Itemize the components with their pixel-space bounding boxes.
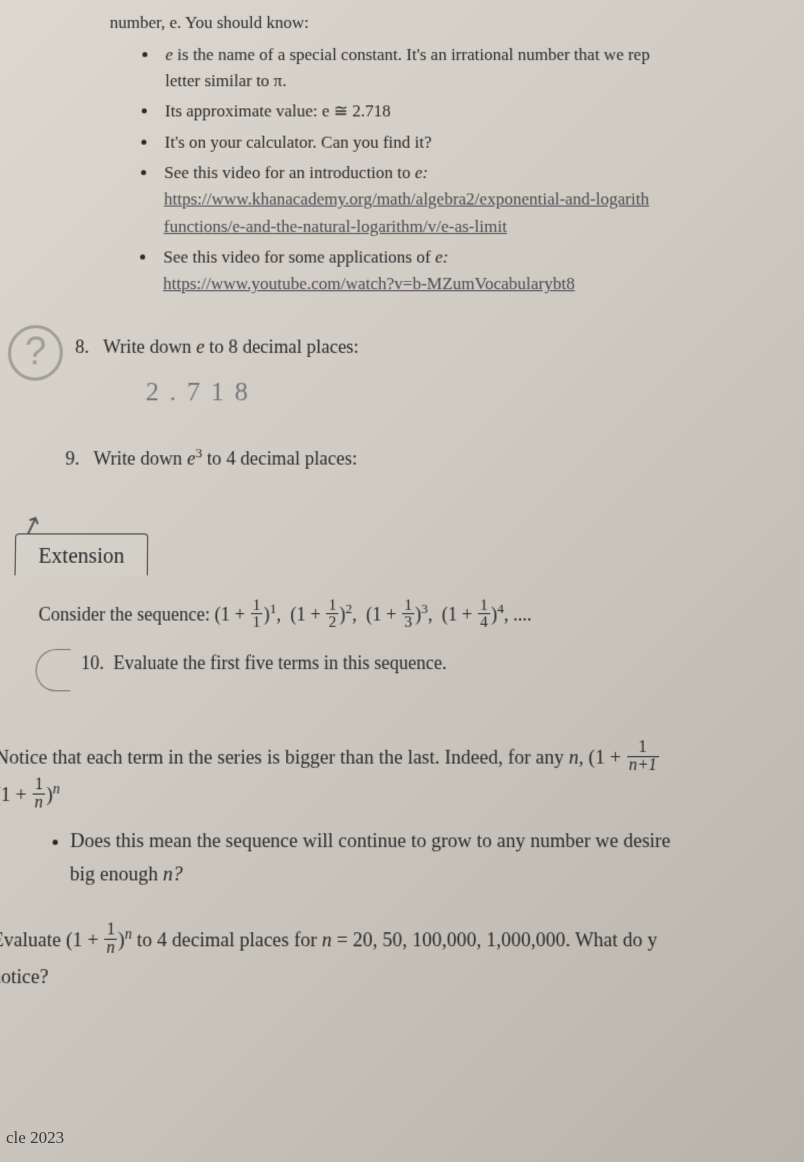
notice-paragraph: Notice that each term in the series is b…: [0, 740, 804, 891]
extension-section: ↗ Extension Consider the sequence: (1 + …: [13, 533, 804, 692]
question-9: 9. Write down e3 to 4 decimal places:: [65, 449, 804, 471]
intro-text: number, e. You should know: e is the nam…: [106, 10, 799, 298]
bullet-list: e is the name of a special constant. It'…: [106, 42, 799, 299]
handwritten-answer: 2 . 7 1 8: [146, 376, 804, 407]
link-khan-1[interactable]: https://www.khanacademy.org/math/algebra…: [164, 190, 649, 209]
evaluate-paragraph: Evaluate (1 + 1n)n to 4 decimal places f…: [0, 922, 804, 995]
link-khan-2[interactable]: functions/e-and-the-natural-logarithm/v/…: [164, 216, 507, 235]
question-8: ? 8. Write down e to 8 decimal places:: [0, 325, 804, 381]
sequence-line: Consider the sequence: (1 + 11)1, (1 + 1…: [38, 598, 804, 632]
bullet-5: See this video for some applications of …: [157, 244, 799, 298]
bullet-2: Its approximate value: e ≅ 2.718: [159, 98, 796, 125]
notice-bullet-1: Does this mean the sequence will continu…: [70, 824, 804, 891]
pencil-circle-mark: ?: [8, 325, 64, 381]
question-10: 10. Evaluate the first five terms in thi…: [37, 647, 804, 691]
bullet-1: e is the name of a special constant. It'…: [159, 42, 796, 95]
bullet-3: It's on your calculator. Can you find it…: [158, 129, 796, 156]
intro-line: number, e. You should know:: [110, 13, 309, 32]
notice-bullet-list: Does this mean the sequence will continu…: [49, 824, 804, 891]
footer-text: cle 2023: [6, 1128, 64, 1148]
q10-side-mark: [35, 649, 71, 691]
q8-text: 8. Write down e to 8 decimal places:: [75, 337, 359, 359]
bullet-4: See this video for an introduction to e:…: [157, 160, 798, 240]
link-youtube[interactable]: https://www.youtube.com/watch?v=b-MZumVo…: [163, 274, 575, 293]
